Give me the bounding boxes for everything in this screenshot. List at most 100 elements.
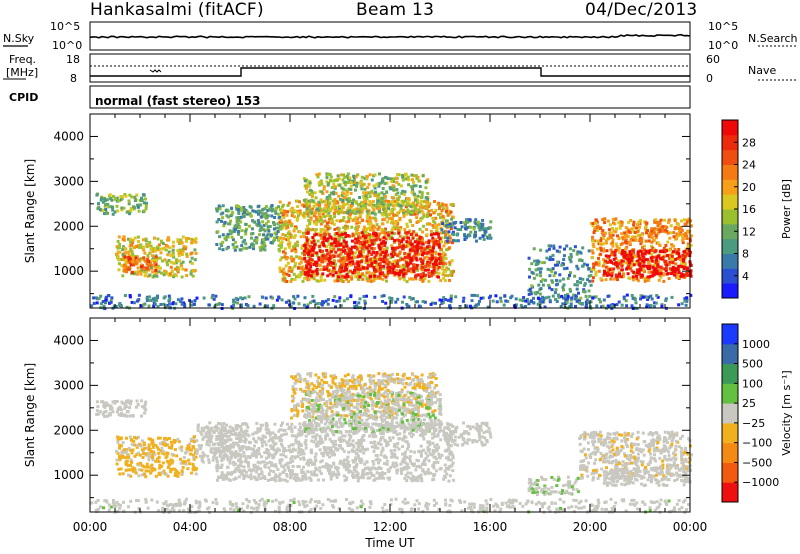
scatter-cell <box>470 299 474 303</box>
scatter-cell <box>361 234 365 238</box>
scatter-cell <box>627 220 631 224</box>
scatter-cell <box>440 240 444 244</box>
scatter-cell <box>135 399 139 403</box>
scatter-cell <box>382 207 386 211</box>
scatter-cell <box>361 272 364 276</box>
scatter-cell <box>296 240 299 244</box>
scatter-cell <box>264 212 268 215</box>
scatter-cell <box>140 414 143 418</box>
scatter-cell <box>574 304 577 308</box>
scatter-cell <box>384 209 387 213</box>
scatter-cell <box>494 294 498 298</box>
scatter-cell <box>330 217 334 221</box>
scatter-cell <box>153 236 156 240</box>
scatter-cell <box>127 473 130 477</box>
scatter-cell <box>266 233 270 237</box>
scatter-cell <box>653 231 656 235</box>
scatter-cell <box>318 215 322 219</box>
scatter-cell <box>208 429 212 433</box>
scatter-cell <box>262 223 266 227</box>
scatter-cell <box>118 303 122 307</box>
scatter-cell <box>623 255 627 259</box>
scatter-cell <box>475 239 478 243</box>
scatter-cell <box>436 260 440 264</box>
scatter-cell <box>337 231 341 235</box>
scatter-cell <box>369 263 373 267</box>
scatter-cell <box>162 273 166 277</box>
scatter-cell <box>481 234 485 238</box>
scatter-cell <box>234 223 238 227</box>
scatter-cell <box>152 467 156 471</box>
scatter-cell <box>196 425 200 429</box>
scatter-cell <box>606 219 610 223</box>
scatter-cell <box>606 271 610 275</box>
scatter-cell <box>330 242 334 246</box>
scatter-cell <box>367 182 371 186</box>
scatter-cell <box>156 457 159 461</box>
scatter-cell <box>125 463 129 466</box>
scatter-cell <box>533 291 537 295</box>
scatter-cell <box>133 236 137 240</box>
scatter-cell <box>632 223 636 227</box>
scatter-cell <box>385 190 389 194</box>
scatter-cell <box>443 236 447 240</box>
scatter-cell <box>303 256 307 260</box>
scatter-cell <box>328 207 332 211</box>
scatter-cell <box>345 225 349 228</box>
scatter-cell <box>328 247 332 250</box>
scatter-cell <box>524 299 528 303</box>
scatter-cell <box>283 247 287 251</box>
scatter-cell <box>212 297 216 301</box>
scatter-cell <box>580 259 584 263</box>
scatter-cell <box>421 265 424 269</box>
scatter-cell <box>309 265 313 268</box>
scatter-cell <box>562 288 565 292</box>
scatter-cell <box>623 250 627 254</box>
scatter-cell <box>415 210 419 214</box>
scatter-cell <box>415 212 419 216</box>
scatter-cell <box>633 236 637 240</box>
scatter-cell <box>169 260 173 264</box>
scatter-cell <box>434 256 437 260</box>
scatter-cell <box>403 278 407 282</box>
scatter-cell <box>402 275 406 278</box>
scatter-cell <box>427 205 431 209</box>
scatter-cell <box>412 269 416 273</box>
scatter-cell <box>430 239 434 243</box>
scatter-cell <box>355 220 359 224</box>
scatter-cell <box>194 472 198 476</box>
scatter-cell <box>347 280 350 284</box>
scatter-cell <box>268 233 272 237</box>
scatter-cell <box>342 226 346 230</box>
scatter-cell <box>380 196 384 200</box>
scatter-cell <box>332 182 336 186</box>
scatter-cell <box>384 195 387 198</box>
scatter-cell <box>421 211 425 215</box>
scatter-cell <box>392 204 395 208</box>
freq-tick-top: 18 <box>66 53 80 66</box>
scatter-cell <box>355 239 359 243</box>
scatter-cell <box>635 277 639 281</box>
scatter-cell <box>314 269 318 273</box>
scatter-cell <box>626 235 630 238</box>
scatter-cell <box>285 272 289 276</box>
scatter-cell <box>426 178 430 182</box>
scatter-cell <box>325 176 329 180</box>
scatter-cell <box>423 276 426 280</box>
scatter-cell <box>391 184 395 188</box>
scatter-cell <box>131 260 135 264</box>
scatter-cell <box>124 262 128 265</box>
scatter-cell <box>474 218 478 222</box>
scatter-cell <box>303 253 306 257</box>
scatter-cell <box>375 265 379 268</box>
scatter-cell <box>215 207 218 211</box>
scatter-cell <box>164 473 168 476</box>
scatter-cell <box>187 444 191 448</box>
scatter-cell <box>297 302 301 306</box>
scatter-cell <box>299 270 303 274</box>
scatter-cell <box>653 271 657 275</box>
nsky-label: N.Sky <box>3 32 35 45</box>
scatter-cell <box>413 212 417 216</box>
scatter-cell <box>539 287 543 291</box>
scatter-cell <box>398 209 402 213</box>
